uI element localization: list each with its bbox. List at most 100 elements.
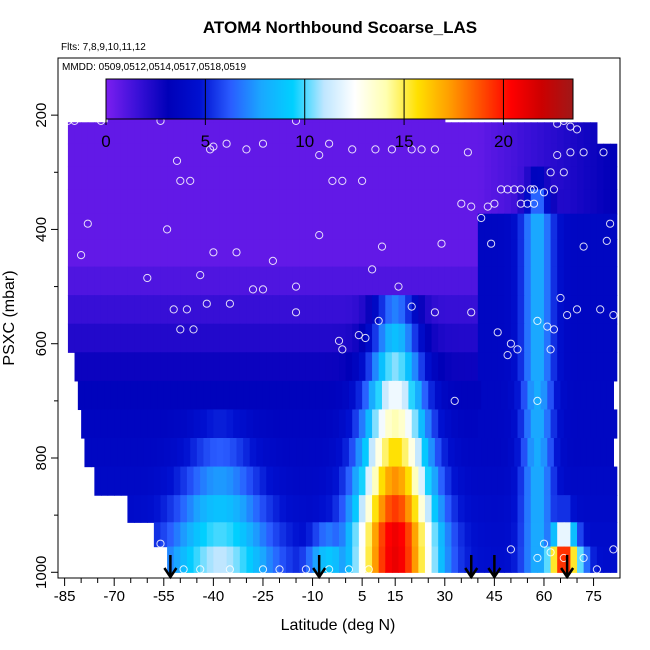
heatmap-cell: [233, 189, 241, 215]
heatmap-cell: [537, 166, 545, 191]
heatmap-cell: [286, 239, 294, 268]
heatmap-cell: [269, 438, 277, 468]
heatmap-cell: [120, 143, 129, 168]
heatmap-cell: [81, 352, 89, 382]
heatmap-cell: [398, 352, 406, 382]
heatmap-cell: [120, 266, 129, 296]
heatmap-cell: [157, 438, 165, 468]
sample-point: [437, 239, 446, 248]
heatmap-cell: [570, 546, 578, 573]
heatmap-cell: [405, 352, 413, 382]
heatmap-cell: [603, 409, 611, 439]
heatmap-cell: [259, 143, 267, 168]
y-tick-label: 200: [33, 103, 50, 128]
heatmap-cell: [319, 213, 327, 241]
heatmap-cell: [385, 143, 393, 168]
heatmap-cell: [127, 495, 135, 523]
heatmap-cell: [484, 189, 492, 215]
heatmap-cell: [180, 409, 188, 439]
heatmap-cell: [302, 380, 310, 411]
heatmap-cell: [563, 466, 572, 496]
heatmap-cell: [557, 323, 565, 353]
heatmap-cell: [140, 122, 148, 145]
flight-arrow: [312, 555, 327, 580]
heatmap-cell: [325, 143, 333, 168]
heatmap-cell: [603, 466, 611, 496]
heatmap-cell: [381, 438, 390, 468]
heatmap-cell: [378, 466, 386, 496]
heatmap-cell: [223, 380, 231, 411]
heatmap-cell: [147, 409, 155, 439]
sample-point: [553, 151, 562, 160]
heatmap-cell: [444, 295, 452, 325]
sample-point: [546, 168, 555, 177]
heatmap-cell: [497, 466, 505, 496]
heatmap-cell: [517, 239, 525, 268]
heatmap-cell: [537, 466, 545, 496]
heatmap-cell: [153, 189, 162, 215]
heatmap-cell: [193, 495, 201, 523]
heatmap-cell: [186, 239, 195, 268]
sample-point: [559, 168, 568, 177]
heatmap-cell: [292, 409, 300, 439]
heatmap-cell: [279, 495, 287, 523]
heatmap-cell: [424, 522, 433, 548]
heatmap-cell: [464, 166, 472, 191]
heatmap-cell: [213, 143, 221, 168]
heatmap-cell: [332, 546, 340, 573]
heatmap-cell: [206, 189, 214, 215]
heatmap-cell: [378, 166, 386, 191]
heatmap-cell: [372, 143, 380, 168]
heatmap-cell: [186, 466, 195, 496]
heatmap-cell: [530, 166, 538, 191]
heatmap-cell: [418, 323, 426, 353]
heatmap-cell: [266, 466, 274, 496]
heatmap-cell: [398, 409, 406, 439]
heatmap-cell: [186, 522, 195, 548]
sample-point: [579, 148, 588, 157]
heatmap-cell: [497, 122, 505, 145]
heatmap-cell: [226, 122, 234, 145]
heatmap-cell: [358, 239, 367, 268]
heatmap-cell: [385, 409, 393, 439]
heatmap-cell: [391, 166, 400, 191]
heatmap-cell: [226, 189, 234, 215]
heatmap-cell: [213, 122, 221, 145]
heatmap-cell: [484, 323, 492, 353]
heatmap-cell: [153, 409, 162, 439]
heatmap-cell: [510, 213, 519, 241]
heatmap-cell: [610, 213, 618, 241]
heatmap-cell: [292, 166, 300, 191]
x-tick-label: 60: [536, 588, 553, 605]
heatmap-cell: [464, 266, 472, 296]
heatmap-cell: [100, 122, 109, 145]
heatmap-cell: [438, 409, 446, 439]
heatmap-cell: [147, 323, 155, 353]
heatmap-cell: [444, 546, 452, 573]
heatmap-cell: [563, 495, 572, 523]
heatmap-cell: [253, 495, 261, 523]
heatmap-cell: [550, 352, 558, 382]
heatmap-cell: [596, 466, 605, 496]
heatmap-cell: [239, 239, 248, 268]
heatmap-cell: [451, 295, 459, 325]
heatmap-cell: [94, 213, 102, 241]
heatmap-cell: [431, 546, 439, 573]
heatmap-cell: [491, 352, 499, 382]
heatmap-cell: [292, 323, 300, 353]
heatmap-cell: [210, 438, 218, 468]
heatmap-cell: [510, 495, 519, 523]
sample-point: [222, 139, 231, 148]
sample-point: [275, 565, 284, 574]
heatmap-cell: [94, 409, 102, 439]
heatmap-cell: [279, 522, 287, 548]
heatmap-cell: [339, 546, 347, 573]
heatmap-cell: [365, 409, 373, 439]
heatmap-cell: [246, 295, 254, 325]
heatmap-cell: [292, 239, 300, 268]
heatmap-cell: [94, 143, 102, 168]
heatmap-cell: [312, 466, 320, 496]
heatmap-cell: [233, 122, 241, 145]
heatmap-cell: [590, 213, 598, 241]
heatmap-cell: [67, 213, 76, 241]
